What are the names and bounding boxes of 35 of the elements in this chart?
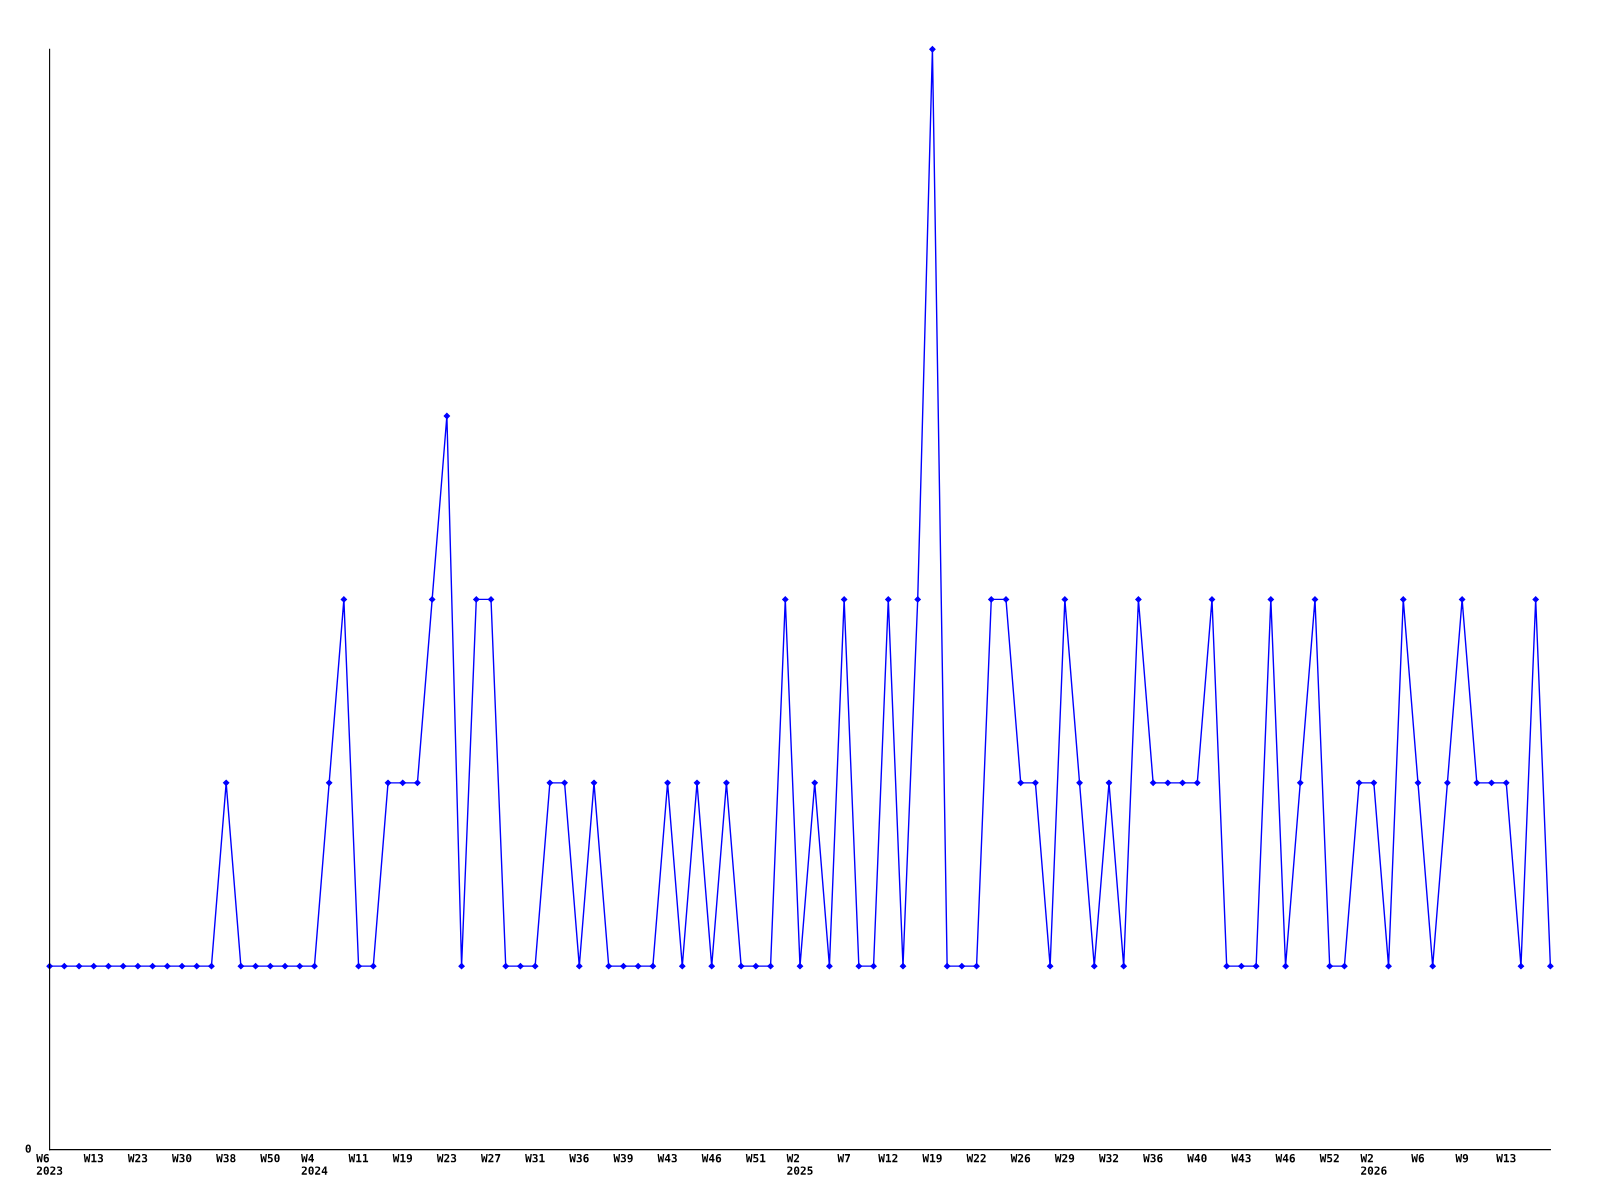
x-tick-label: W11 bbox=[348, 1154, 369, 1163]
x-tick-label: W9 bbox=[1455, 1154, 1469, 1163]
x-tick-label: W40 bbox=[1187, 1153, 1207, 1163]
x-tick-label: W26 bbox=[1010, 1153, 1031, 1163]
x-tick-label: W30 bbox=[171, 1153, 192, 1163]
x-tick-label: W36 bbox=[569, 1153, 589, 1163]
x-tick-label: W52 bbox=[1319, 1153, 1339, 1163]
x-tick-label: W46 bbox=[1275, 1153, 1295, 1163]
x-tick-label: W38 bbox=[216, 1153, 236, 1163]
x-tick-label: W19 bbox=[392, 1154, 413, 1163]
x-tick-label: W23 bbox=[436, 1153, 457, 1163]
x-tick-label: W50 bbox=[260, 1153, 280, 1163]
x-tick-label: W27 bbox=[480, 1153, 501, 1163]
x-tick-label: W4 2024 bbox=[301, 1154, 328, 1175]
x-tick-label: W7 bbox=[837, 1154, 850, 1163]
x-tick-label: W13 bbox=[83, 1153, 104, 1163]
x-tick-label: W22 bbox=[966, 1153, 986, 1163]
x-tick-label: W2 2025 bbox=[786, 1153, 813, 1175]
x-tick-label: W43 bbox=[1231, 1153, 1251, 1163]
x-tick-label: W32 bbox=[1098, 1153, 1119, 1163]
x-tick-label: W12 bbox=[878, 1153, 898, 1163]
x-tick-label: W29 bbox=[1054, 1153, 1075, 1163]
x-tick-label: W6 bbox=[1411, 1153, 1425, 1163]
x-tick-label: W2 2026 bbox=[1360, 1153, 1387, 1175]
x-tick-label: W46 bbox=[701, 1153, 722, 1163]
x-tick-label: W6 2023 bbox=[36, 1153, 63, 1175]
x-tick-label: W23 bbox=[127, 1153, 148, 1163]
x-tick-label: W51 bbox=[745, 1154, 766, 1163]
x-tick-label: W19 bbox=[922, 1154, 942, 1163]
x-tick-label: W36 bbox=[1143, 1153, 1163, 1163]
x-tick-label: W31 bbox=[525, 1153, 545, 1163]
x-tick-label: W39 bbox=[613, 1153, 633, 1163]
x-tick-label: W13 bbox=[1496, 1153, 1516, 1163]
x-tick-label: W43 bbox=[657, 1153, 677, 1163]
text: 0 bbox=[25, 1144, 31, 1153]
